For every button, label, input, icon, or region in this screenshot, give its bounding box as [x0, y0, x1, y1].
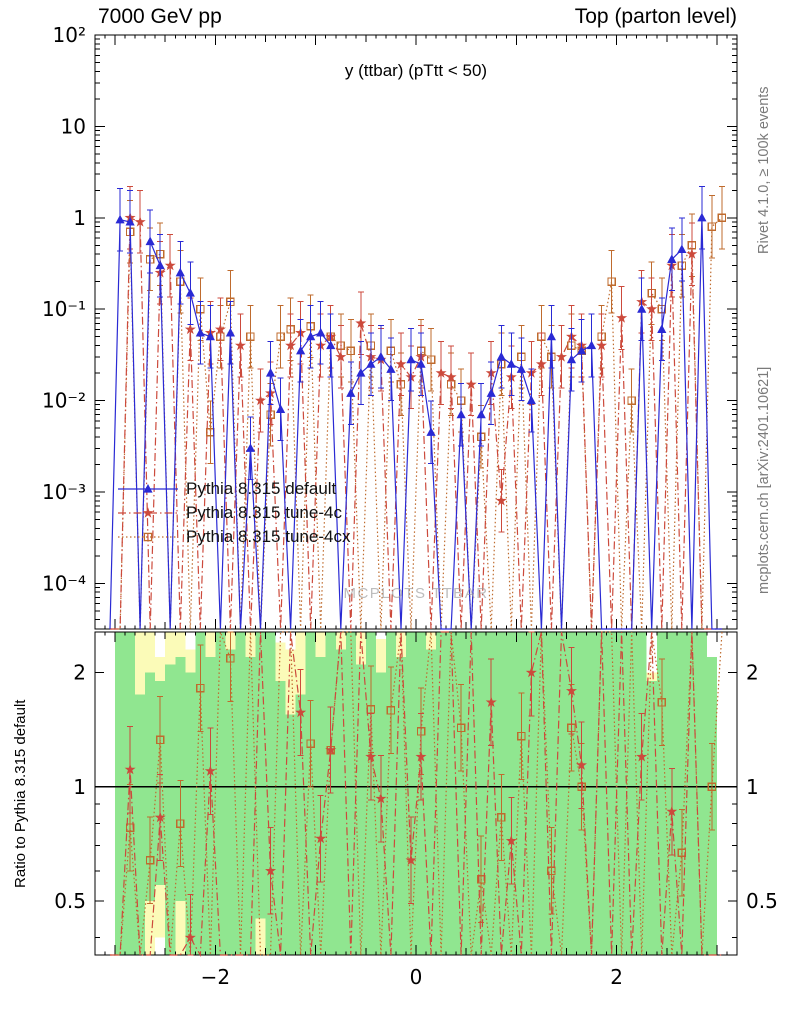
- observable-title: y (ttbar) (pTtt < 50): [344, 61, 488, 80]
- legend-item-default: Pythia 8.315 default: [116, 477, 350, 501]
- svg-text:10⁻⁴: 10⁻⁴: [42, 571, 86, 595]
- legend-item-tune-4c: Pythia 8.315 tune-4c: [116, 501, 350, 525]
- svg-text:10⁻³: 10⁻³: [42, 480, 86, 504]
- svg-text:10²: 10²: [53, 23, 86, 47]
- svg-text:1: 1: [746, 775, 759, 799]
- watermark: MCPLOTS TTBAR: [343, 585, 489, 602]
- svg-text:2: 2: [746, 661, 759, 685]
- svg-text:10: 10: [61, 114, 86, 138]
- process-label: Top (parton level): [574, 5, 737, 28]
- legend-marker-tune-4cx-icon: [118, 532, 178, 542]
- svg-text:0.5: 0.5: [746, 889, 778, 913]
- legend-marker-tune-4c-icon: [118, 507, 178, 518]
- svg-text:10⁻¹: 10⁻¹: [42, 297, 86, 321]
- svg-text:10⁻²: 10⁻²: [42, 389, 86, 413]
- svg-text:2: 2: [73, 661, 86, 685]
- legend-label-tune-4cx: Pythia 8.315 tune-4cx: [186, 527, 351, 546]
- svg-text:0: 0: [410, 965, 423, 989]
- svg-text:−2: −2: [201, 965, 230, 989]
- legend-label-tune-4c: Pythia 8.315 tune-4c: [186, 503, 342, 522]
- legend-label-default: Pythia 8.315 default: [186, 479, 337, 498]
- svg-text:1: 1: [73, 206, 86, 230]
- legend: Pythia 8.315 default Pythia 8.315 tune-4…: [116, 477, 350, 549]
- svg-text:1: 1: [73, 775, 86, 799]
- mcplots-arxiv-label: mcplots.cern.ch [arXiv:2401.10621]: [756, 366, 772, 594]
- ratio-axis-label: Ratio to Pythia 8.315 default: [12, 699, 29, 888]
- legend-item-tune-4cx: Pythia 8.315 tune-4cx: [116, 525, 350, 549]
- legend-marker-default-icon: [118, 484, 178, 493]
- rivet-version-label: Rivet 4.1.0, ≥ 100k events: [756, 86, 772, 254]
- beam-energy-label: 7000 GeV pp: [98, 5, 222, 28]
- svg-text:2: 2: [610, 965, 623, 989]
- svg-text:0.5: 0.5: [54, 889, 86, 913]
